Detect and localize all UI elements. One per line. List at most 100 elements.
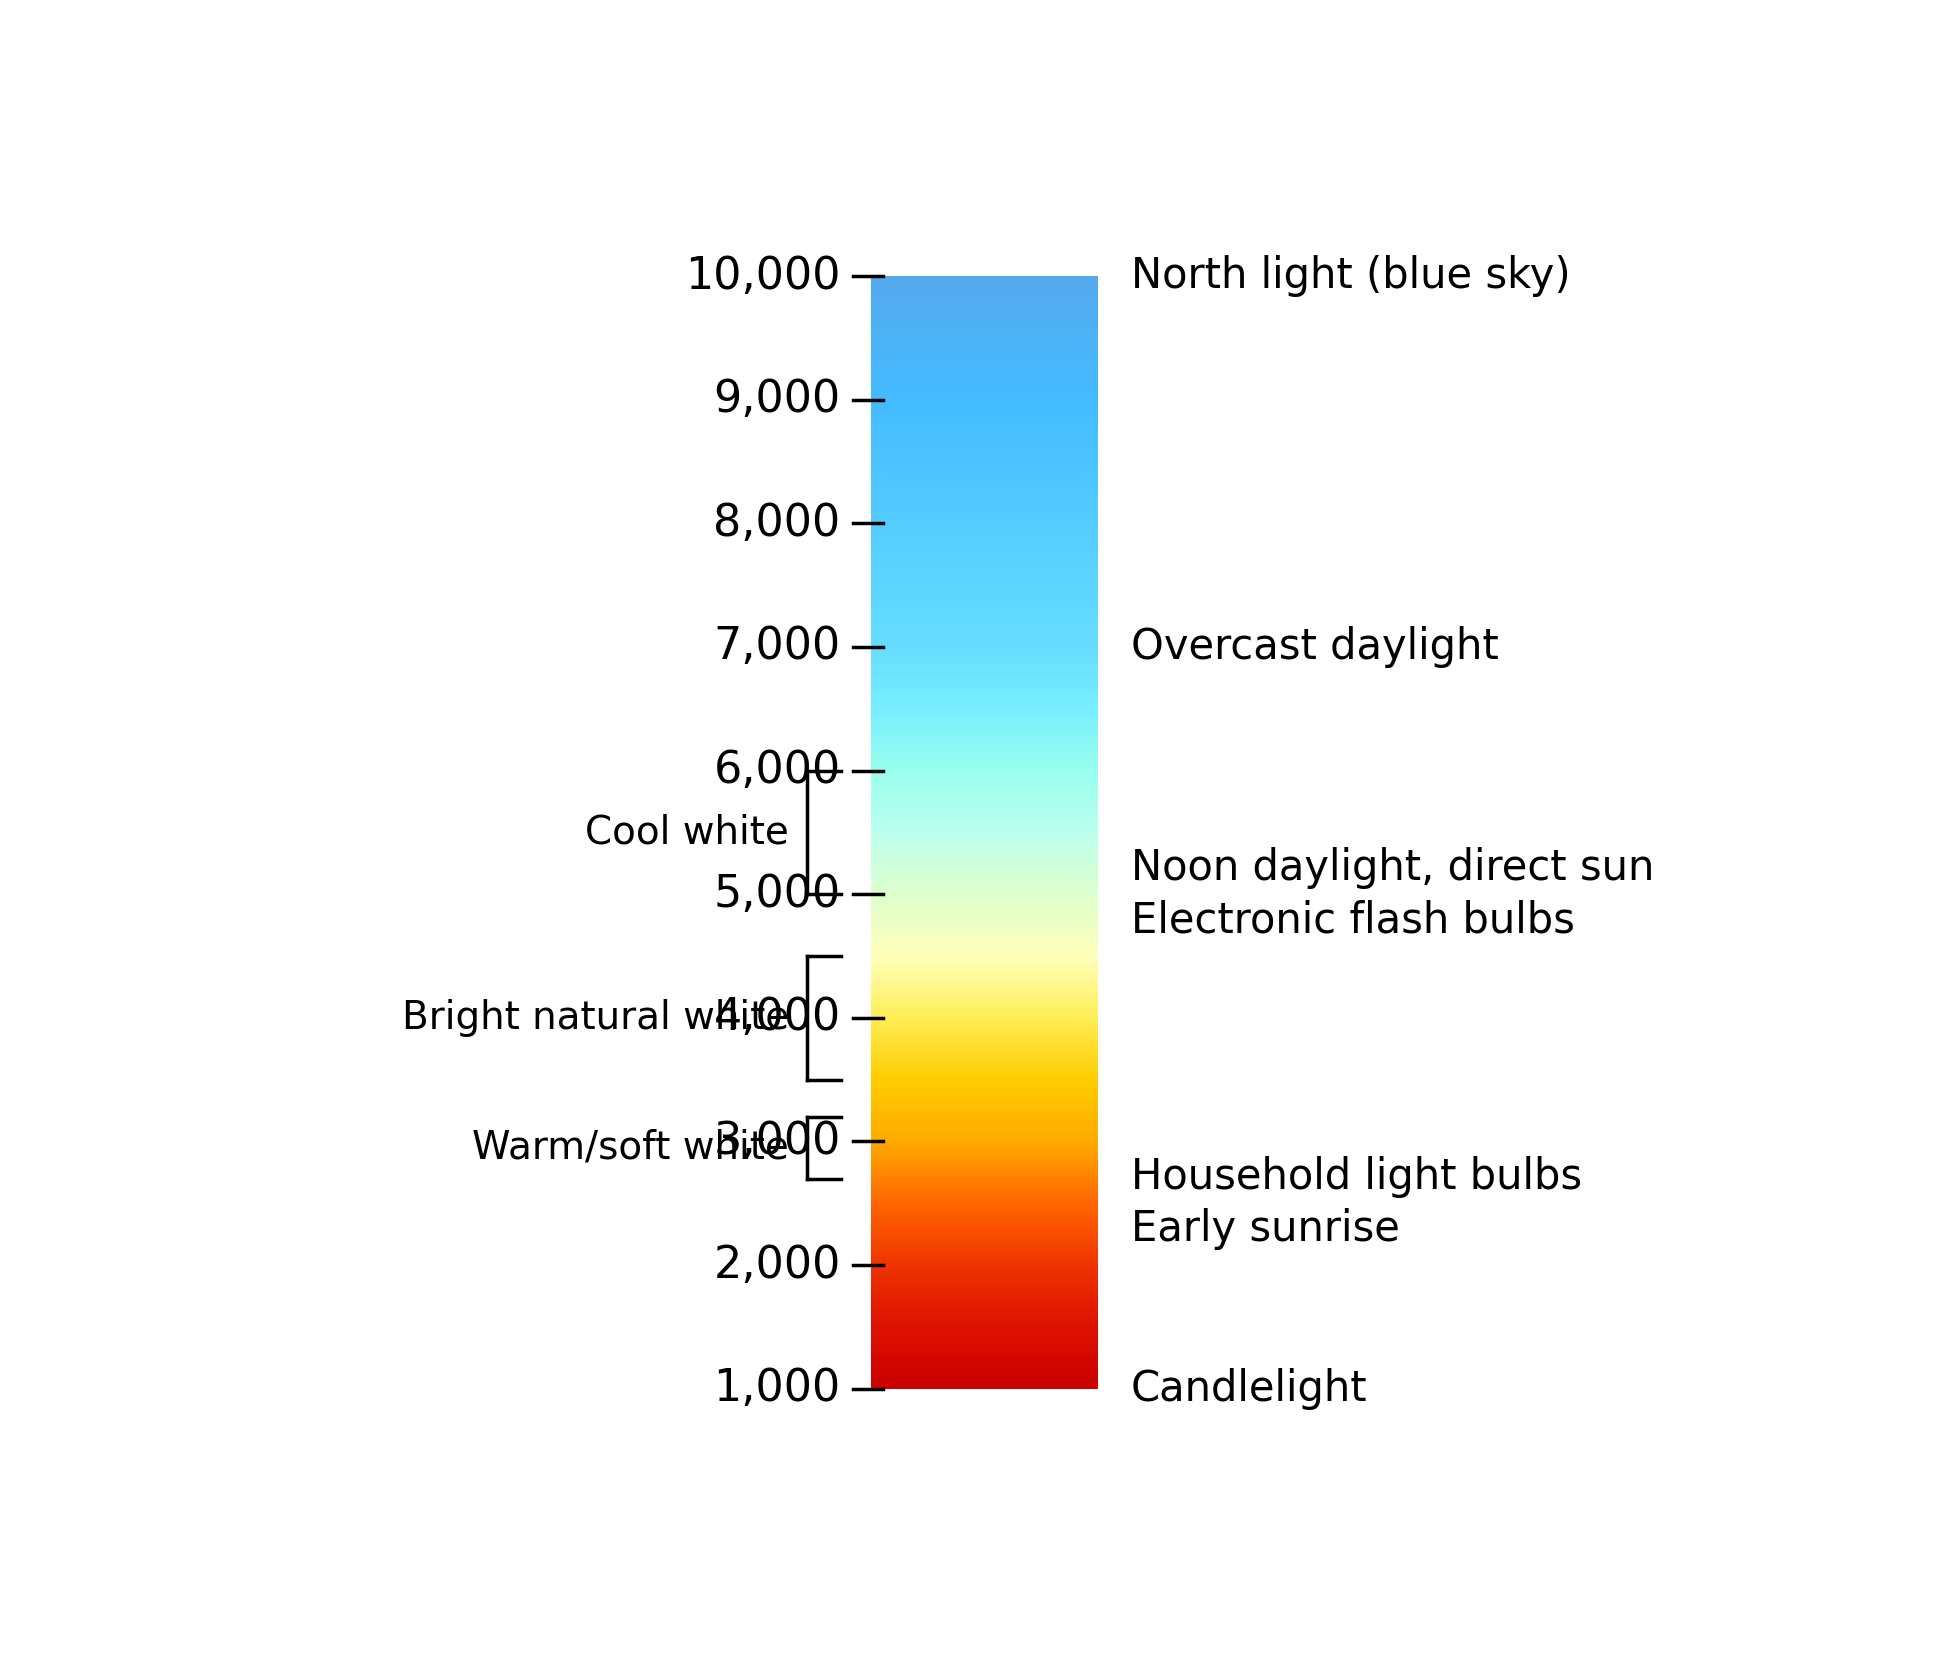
Bar	[872, 884, 1098, 887]
Bar	[872, 789, 1098, 792]
Bar	[872, 369, 1098, 370]
Bar	[872, 668, 1098, 669]
Bar	[872, 927, 1098, 928]
Bar	[872, 995, 1098, 998]
Bar	[872, 1134, 1098, 1136]
Bar	[872, 541, 1098, 543]
Bar	[872, 515, 1098, 517]
Bar	[872, 1377, 1098, 1380]
Bar	[872, 596, 1098, 598]
Bar	[872, 284, 1098, 286]
Bar	[872, 1227, 1098, 1229]
Bar	[872, 814, 1098, 816]
Bar	[872, 935, 1098, 937]
Bar	[872, 681, 1098, 683]
Bar	[872, 498, 1098, 500]
Bar	[872, 869, 1098, 872]
Bar	[872, 781, 1098, 782]
Bar	[872, 1035, 1098, 1036]
Bar	[872, 1158, 1098, 1159]
Bar	[872, 404, 1098, 405]
Bar	[872, 733, 1098, 734]
Bar	[872, 1209, 1098, 1211]
Bar	[872, 845, 1098, 847]
Bar	[872, 962, 1098, 963]
Bar	[872, 769, 1098, 771]
Bar	[872, 1302, 1098, 1304]
Bar	[872, 894, 1098, 895]
Bar	[872, 847, 1098, 849]
Bar	[872, 947, 1098, 948]
Bar	[872, 445, 1098, 447]
Bar	[872, 909, 1098, 910]
Bar	[872, 1036, 1098, 1038]
Bar	[872, 450, 1098, 452]
Bar	[872, 862, 1098, 864]
Bar	[872, 417, 1098, 419]
Bar	[872, 767, 1098, 769]
Bar	[872, 628, 1098, 630]
Bar	[872, 1350, 1098, 1352]
Bar	[872, 448, 1098, 450]
Bar	[872, 375, 1098, 379]
Text: 8,000: 8,000	[714, 502, 840, 545]
Bar	[872, 1120, 1098, 1121]
Bar	[872, 904, 1098, 905]
Bar	[872, 746, 1098, 747]
Bar	[872, 618, 1098, 620]
Bar	[872, 282, 1098, 284]
Bar	[872, 429, 1098, 430]
Bar	[872, 975, 1098, 977]
Bar	[872, 1335, 1098, 1337]
Bar	[872, 1183, 1098, 1184]
Bar	[872, 493, 1098, 495]
Bar	[872, 374, 1098, 375]
Text: Overcast daylight: Overcast daylight	[1131, 626, 1500, 668]
Bar	[872, 465, 1098, 467]
Bar	[872, 882, 1098, 884]
Bar	[872, 532, 1098, 533]
Bar	[872, 635, 1098, 636]
Bar	[872, 719, 1098, 721]
Bar	[872, 1055, 1098, 1056]
Bar	[872, 776, 1098, 777]
Bar	[872, 924, 1098, 925]
Text: 7,000: 7,000	[714, 626, 840, 668]
Bar	[872, 322, 1098, 324]
Bar	[872, 1325, 1098, 1327]
Bar	[872, 1083, 1098, 1085]
Bar	[872, 1297, 1098, 1301]
Bar	[872, 560, 1098, 561]
Text: North light (blue sky): North light (blue sky)	[1131, 256, 1570, 297]
Bar	[872, 713, 1098, 714]
Bar	[872, 365, 1098, 367]
Bar	[872, 1387, 1098, 1389]
Bar	[872, 731, 1098, 733]
Bar	[872, 993, 1098, 995]
Bar	[872, 1164, 1098, 1166]
Text: Bright natural white: Bright natural white	[402, 998, 790, 1036]
Bar	[872, 1041, 1098, 1043]
Bar	[872, 1012, 1098, 1015]
Bar	[872, 533, 1098, 537]
Bar	[872, 407, 1098, 410]
Bar	[872, 517, 1098, 518]
Bar	[872, 419, 1098, 420]
Bar	[872, 1113, 1098, 1115]
Bar	[872, 1033, 1098, 1035]
Bar	[872, 1199, 1098, 1201]
Bar	[872, 522, 1098, 523]
Bar	[872, 1322, 1098, 1324]
Bar	[872, 379, 1098, 380]
Bar	[872, 1091, 1098, 1095]
Bar	[872, 867, 1098, 869]
Bar	[872, 865, 1098, 867]
Bar	[872, 1103, 1098, 1105]
Bar	[872, 462, 1098, 463]
Bar	[872, 573, 1098, 575]
Bar	[872, 286, 1098, 287]
Bar	[872, 1384, 1098, 1385]
Bar	[872, 364, 1098, 365]
Bar	[872, 349, 1098, 350]
Bar	[872, 1354, 1098, 1355]
